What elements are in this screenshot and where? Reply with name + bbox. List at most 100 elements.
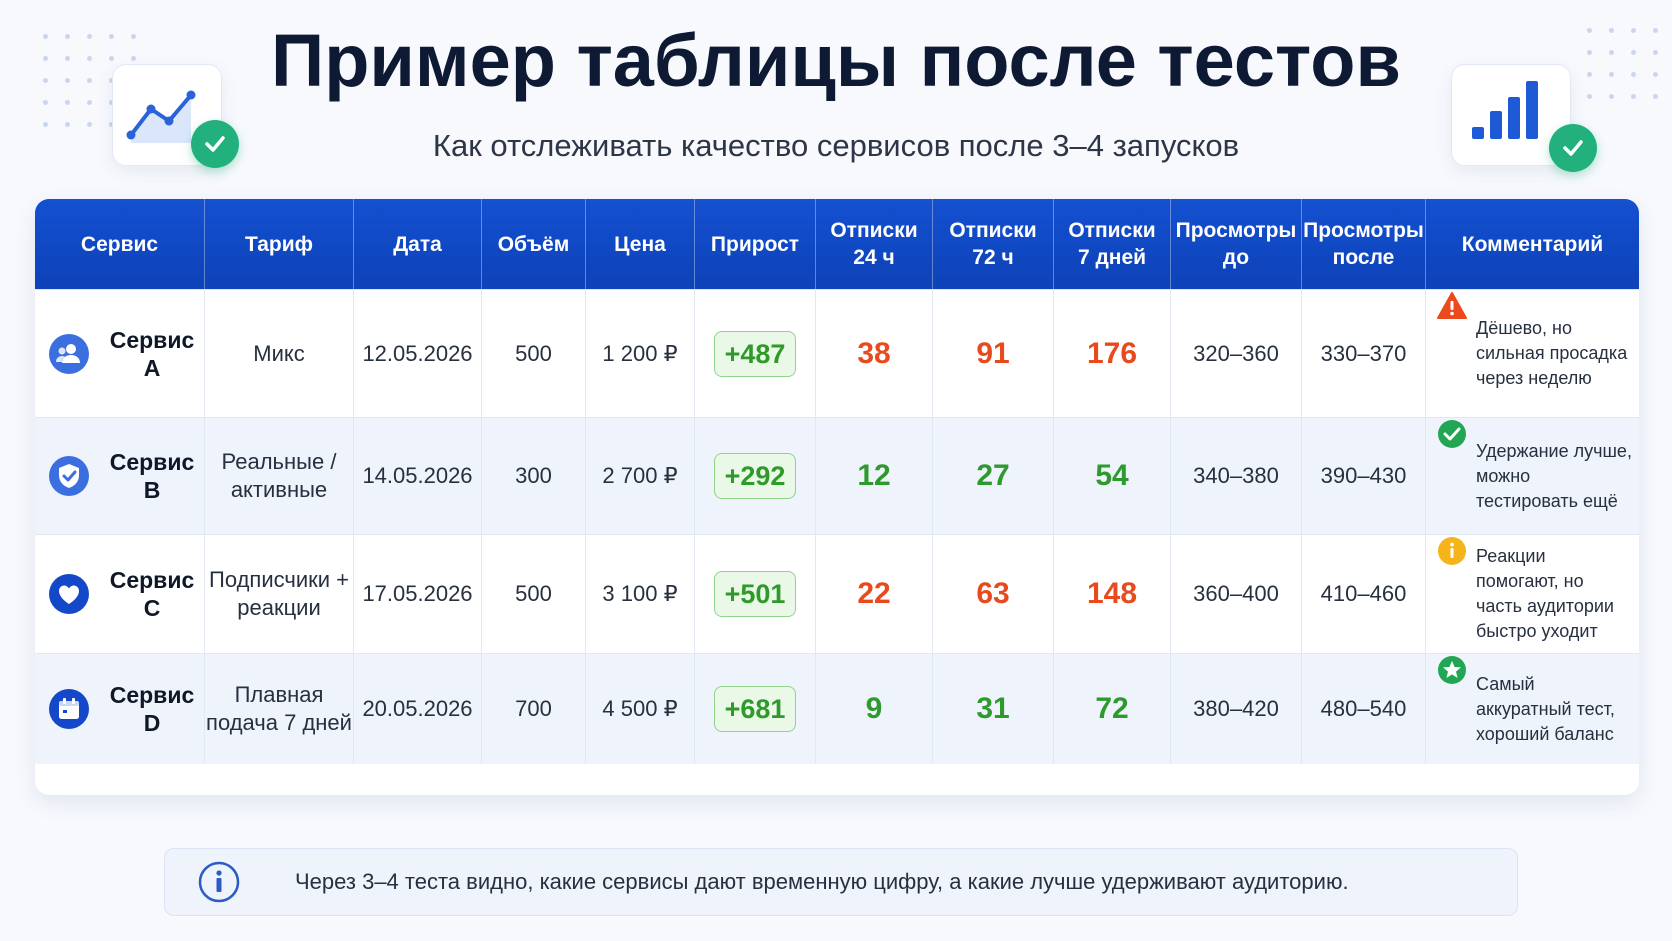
- cell-price: 4 500 ₽: [586, 654, 695, 764]
- calendar-icon: [49, 689, 89, 729]
- check-circle-icon: [1436, 418, 1468, 450]
- cell-date-value: 14.05.2026: [362, 463, 473, 488]
- comment-text: Удержание лучше, можно тестировать ещё: [1476, 440, 1632, 511]
- column-header-unsubscribes-72h: Отписки 72 ч: [933, 199, 1054, 289]
- cell-date-value: 20.05.2026: [362, 696, 473, 721]
- cell-views-after-value: 390–430: [1320, 463, 1407, 488]
- unsub-24-value: 38: [857, 336, 891, 370]
- cell-views-after: 480–540: [1302, 654, 1426, 764]
- column-header-views-before: Просмотры до: [1171, 199, 1302, 289]
- comment-text: Реакции помогают, но часть аудитории быс…: [1476, 546, 1614, 641]
- cell-growth: +681: [695, 654, 816, 764]
- cell-views-before-value: 380–420: [1193, 696, 1279, 721]
- table-row: Сервис B Реальные / активные 14.05.2026 300…: [35, 417, 1639, 534]
- column-header-price: Цена: [586, 199, 695, 289]
- cell-volume-value: 500: [515, 340, 552, 366]
- cell-comment: Реакции помогают, но часть аудитории быс…: [1426, 535, 1639, 653]
- column-header-views-after: Просмотры после: [1302, 199, 1426, 289]
- cell-comment: Удержание лучше, можно тестировать ещё: [1426, 418, 1639, 534]
- unsub-24-value: 9: [865, 692, 883, 725]
- growth-badge: +501: [713, 571, 797, 617]
- service-name: Сервис A: [109, 326, 195, 381]
- column-header-unsubscribes-7d: Отписки 7 дней: [1054, 199, 1171, 289]
- cell-unsub-24: 9: [816, 654, 933, 764]
- unsub-72-value: 63: [976, 577, 1010, 610]
- cell-unsub-7d: 54: [1054, 418, 1171, 534]
- column-header-service: Сервис: [35, 199, 205, 289]
- cell-views-after-value: 410–460: [1320, 581, 1407, 606]
- cell-views-after: 410–460: [1302, 535, 1426, 653]
- cell-views-after-value: 330–370: [1320, 340, 1407, 366]
- table-row: Сервис A Микс 12.05.2026 500 1 200 ₽ +487 38 91…: [35, 289, 1639, 417]
- page-subtitle: Как отслеживать качество сервисов после …: [432, 128, 1240, 163]
- info-circle-icon: [1436, 535, 1468, 567]
- growth-badge: +487: [713, 330, 797, 377]
- cell-unsub-7d: 72: [1054, 654, 1171, 764]
- service-name: Сервис C: [109, 567, 195, 621]
- heart-icon: [49, 574, 89, 614]
- cell-date: 14.05.2026: [354, 418, 482, 534]
- unsub-72-value: 91: [976, 336, 1010, 370]
- footer-note: Через 3–4 теста видно, какие сервисы даю…: [164, 848, 1518, 916]
- cell-views-before: 320–360: [1171, 290, 1302, 417]
- decorative-dots-right: [1587, 28, 1658, 99]
- growth-badge: +681: [713, 686, 797, 732]
- table-body: Сервис A Микс 12.05.2026 500 1 200 ₽ +487 38 91…: [35, 289, 1639, 764]
- cell-date-value: 17.05.2026: [362, 581, 473, 606]
- cell-views-before-value: 360–400: [1193, 581, 1279, 606]
- cell-unsub-72: 27: [933, 418, 1054, 534]
- cell-service: Сервис A: [35, 290, 205, 417]
- check-icon: [1549, 124, 1597, 172]
- cell-views-before: 360–400: [1171, 535, 1302, 653]
- cell-volume-value: 500: [515, 581, 552, 606]
- star-circle-icon: [1436, 654, 1468, 686]
- cell-price-value: 1 200 ₽: [602, 340, 678, 366]
- cell-unsub-72: 63: [933, 535, 1054, 653]
- cell-unsub-24: 12: [816, 418, 933, 534]
- check-icon: [191, 120, 239, 168]
- cell-unsub-24: 38: [816, 290, 933, 417]
- shield-check-icon: [49, 456, 89, 496]
- growth-badge: +292: [713, 453, 797, 499]
- users-icon: [49, 333, 89, 374]
- unsub-7d-value: 72: [1095, 692, 1129, 725]
- comment-text: Дёшево, но сильная просадка через неделю: [1476, 318, 1628, 388]
- table-header: Сервис Тариф Дата Объём Цена Прирост Отписки 2…: [35, 199, 1639, 289]
- service-name: Сервис D: [109, 682, 195, 736]
- cell-unsub-72: 91: [933, 290, 1054, 417]
- bar-chart-icon: [1472, 81, 1538, 139]
- cell-views-before: 380–420: [1171, 654, 1302, 764]
- column-header-growth: Прирост: [695, 199, 816, 289]
- table-row: Сервис D Плавная подача 7 дней 20.05.2026 7…: [35, 653, 1639, 764]
- cell-price: 1 200 ₽: [586, 290, 695, 417]
- column-header-comment: Комментарий: [1461, 232, 1604, 256]
- service-name: Сервис B: [109, 449, 195, 503]
- cell-price: 3 100 ₽: [586, 535, 695, 653]
- cell-comment: Самый аккуратный тест, хороший баланс: [1426, 654, 1639, 764]
- cell-date: 17.05.2026: [354, 535, 482, 653]
- cell-growth: +501: [695, 535, 816, 653]
- line-chart-icon: [126, 90, 196, 143]
- cell-unsub-24: 22: [816, 535, 933, 653]
- cell-views-after-value: 480–540: [1320, 696, 1407, 721]
- column-header-date: Дата: [354, 199, 482, 289]
- cell-tariff-value: Подписчики + реакции: [209, 567, 349, 620]
- cell-views-before-value: 340–380: [1193, 463, 1279, 488]
- decorative-dots-left: [43, 34, 136, 127]
- unsub-7d-value: 176: [1086, 336, 1138, 370]
- cell-volume: 500: [482, 535, 586, 653]
- cell-price-value: 4 500 ₽: [602, 696, 678, 721]
- unsub-24-value: 22: [857, 577, 891, 610]
- cell-tariff: Подписчики + реакции: [205, 535, 354, 653]
- cell-comment: Дёшево, но сильная просадка через неделю: [1426, 290, 1639, 417]
- cell-tariff: Реальные / активные: [205, 418, 354, 534]
- cell-views-before: 340–380: [1171, 418, 1302, 534]
- cell-tariff: Микс: [205, 290, 354, 417]
- cell-volume-value: 700: [515, 696, 552, 721]
- cell-tariff-value: Реальные / активные: [221, 449, 337, 502]
- comment-text: Самый аккуратный тест, хороший баланс: [1476, 673, 1615, 744]
- cell-volume-value: 300: [515, 463, 552, 488]
- table-row: Сервис C Подписчики + реакции 17.05.2026 50…: [35, 534, 1639, 653]
- cell-date-value: 12.05.2026: [362, 340, 473, 366]
- cell-date: 12.05.2026: [354, 290, 482, 417]
